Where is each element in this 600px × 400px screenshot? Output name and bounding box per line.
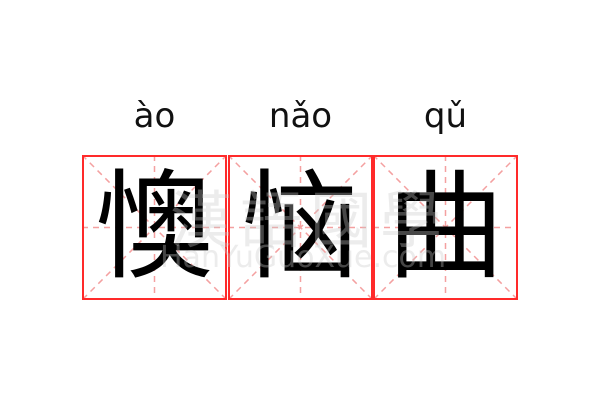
grid-guides bbox=[373, 155, 518, 300]
pinyin-3: qǔ bbox=[423, 96, 468, 136]
hanzi-2: 恼 bbox=[241, 158, 360, 296]
char-box-2: 恼 bbox=[228, 155, 373, 300]
pinyin-1: ào bbox=[133, 96, 176, 136]
pinyin-2: nǎo bbox=[268, 96, 333, 136]
grid-guides bbox=[228, 155, 373, 300]
hanzi-1: 懊 bbox=[95, 158, 214, 296]
char-box-3: 曲 bbox=[373, 155, 518, 300]
hanzi-3: 曲 bbox=[386, 158, 505, 296]
char-box-1: 懊 bbox=[82, 155, 227, 300]
grid-guides bbox=[82, 155, 227, 300]
